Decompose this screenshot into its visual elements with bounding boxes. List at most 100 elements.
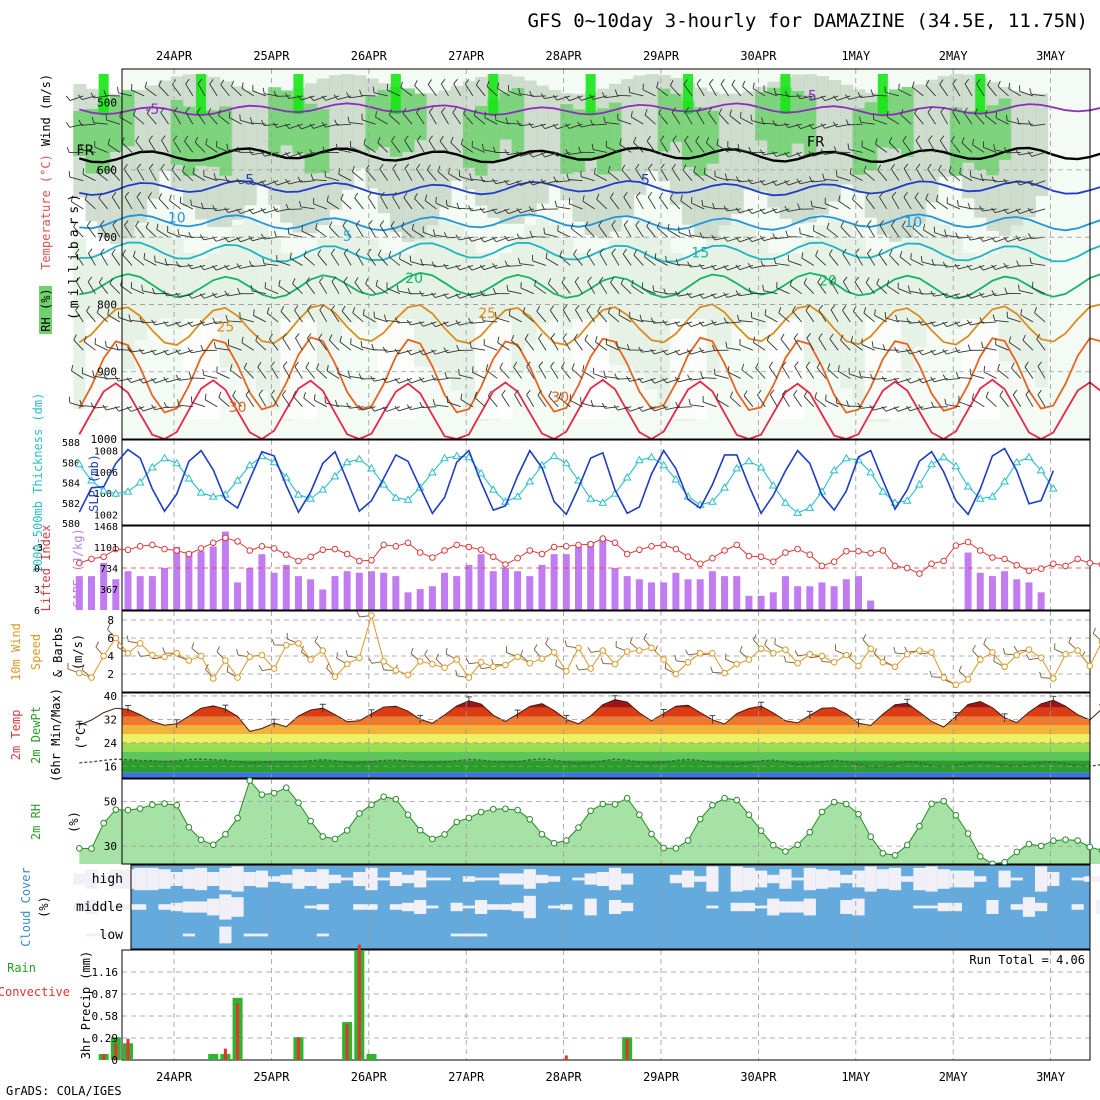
wind-barb xyxy=(434,293,449,299)
pressure-axis-title: (millibars) xyxy=(67,190,82,320)
wind-barb-flag xyxy=(73,221,77,228)
thickness-marker xyxy=(951,461,961,470)
wind-barb-flag xyxy=(942,374,947,381)
wind-barb-flag xyxy=(392,191,397,198)
wind-barb xyxy=(877,169,888,181)
wind-barb-flag xyxy=(944,398,947,405)
rh-dry-region xyxy=(962,319,976,419)
cloud-cover-cell xyxy=(243,872,256,886)
wind-barb-flag xyxy=(736,314,740,321)
wind-barb-flag xyxy=(126,377,132,383)
rh-2m-marker xyxy=(392,795,400,803)
wind-barb xyxy=(288,208,303,210)
wind-barb-flag xyxy=(759,180,765,186)
footer-credit: GrADS: COLA/IGES xyxy=(6,1084,122,1098)
rh-2m-marker xyxy=(672,845,680,852)
wind-barb-flag xyxy=(550,333,556,339)
wind-barb-flag xyxy=(86,305,90,312)
lifted-index-marker xyxy=(818,562,826,570)
wind-barb-flag xyxy=(135,220,140,227)
thickness-marker xyxy=(196,488,206,496)
cloud-cover-cell xyxy=(304,872,317,886)
wind-barb xyxy=(100,253,109,266)
wind-barb-flag xyxy=(492,208,497,214)
wind-speed-marker xyxy=(441,664,448,672)
wind-barb-flag xyxy=(516,233,521,240)
wind-barb-flag xyxy=(633,249,638,256)
wind-barb-flag xyxy=(381,664,385,671)
wind-barb xyxy=(488,395,498,407)
wind-barb xyxy=(1019,290,1034,295)
wind-barb-flag xyxy=(112,220,117,226)
wind-barb xyxy=(879,224,888,238)
wind-barb-flag xyxy=(565,123,570,129)
wind-barb-flag xyxy=(330,248,336,255)
wind-barb-flag xyxy=(212,205,216,211)
wind-barb-flag xyxy=(414,80,418,86)
wind-barb xyxy=(496,236,510,243)
wind-barb xyxy=(434,378,449,381)
lifted-index-marker xyxy=(928,560,935,568)
thickness-marker xyxy=(768,481,778,489)
wind-barb-flag xyxy=(559,250,563,257)
wind-barb xyxy=(811,180,827,183)
wind-barb xyxy=(836,176,851,182)
rh-shade-green xyxy=(694,107,708,176)
lifted-index-marker xyxy=(745,552,753,560)
wind-barb xyxy=(1037,394,1046,407)
wind-barb-flag xyxy=(241,82,244,89)
rh-shade xyxy=(353,75,367,169)
wind-speed-marker xyxy=(136,640,144,647)
wind-barb xyxy=(885,91,900,97)
wind-barb xyxy=(596,198,608,210)
wind-barb xyxy=(1024,366,1034,379)
wind-barb-flag xyxy=(724,173,728,180)
wind-barb xyxy=(642,288,656,295)
wind-barb xyxy=(312,151,327,156)
isotherm-line xyxy=(78,146,1100,164)
wind-barb-flag xyxy=(993,144,996,151)
wind-barb-flag xyxy=(810,200,813,207)
wind-barb xyxy=(597,311,608,323)
wind-speed-marker xyxy=(855,662,862,670)
cape-bar xyxy=(672,572,680,610)
wind-barb-flag xyxy=(401,221,405,228)
wind-barb xyxy=(581,176,595,182)
thickness-marker xyxy=(586,494,596,502)
wind-barb-flag xyxy=(607,307,611,314)
wind-barb-flag xyxy=(879,192,884,198)
wind-barb-flag xyxy=(562,304,568,311)
wind-barb xyxy=(769,394,778,407)
wind-barb-flag xyxy=(631,279,634,287)
wind-barb xyxy=(610,197,620,210)
date-label-bottom: 24APR xyxy=(156,1070,193,1084)
wind-barb-flag xyxy=(867,220,872,226)
precip-convective-bar xyxy=(114,1043,118,1060)
wind-barb xyxy=(683,84,693,97)
wind-barb-flag xyxy=(492,236,497,243)
cloud-cover-cell xyxy=(377,877,390,881)
wind-barb-flag xyxy=(518,257,521,264)
wind-barb xyxy=(266,312,279,323)
wind-barb-flag xyxy=(440,78,446,85)
wind-barb-flag xyxy=(96,166,99,173)
wind-barb-flag xyxy=(654,645,658,652)
wind-barb-flag xyxy=(711,319,716,326)
wind-barb-flag xyxy=(404,135,409,141)
wind-barb-flag xyxy=(184,135,189,142)
date-label-top: 30APR xyxy=(740,49,777,63)
wind-barb-flag xyxy=(173,135,178,141)
wind-barb-flag xyxy=(282,361,288,367)
rh-2m-marker xyxy=(88,845,95,852)
rh-shade xyxy=(718,225,732,346)
rh-shade xyxy=(328,75,342,210)
wind-barb-flag xyxy=(991,207,996,213)
wind-barb-flag xyxy=(772,180,777,186)
wind-barb xyxy=(826,228,839,238)
rh-shade-green xyxy=(475,105,489,176)
wind-barb-flag xyxy=(725,341,728,348)
lifted-index-marker xyxy=(343,550,351,558)
thickness-marker xyxy=(428,467,437,476)
wind-barb-flag xyxy=(492,287,496,294)
rh-2m-marker xyxy=(976,853,984,860)
